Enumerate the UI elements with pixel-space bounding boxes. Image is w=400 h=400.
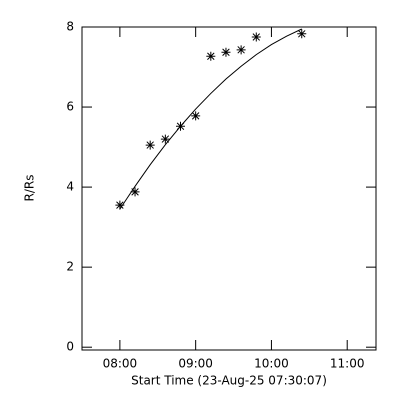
- x-tick-label: 08:00: [103, 357, 138, 371]
- data-point: [191, 111, 201, 121]
- x-tick-label: 09:00: [178, 357, 213, 371]
- y-tick-label: 0: [66, 340, 74, 354]
- y-tick-label: 6: [66, 100, 74, 114]
- y-tick-label: 4: [66, 180, 74, 194]
- y-axis-title: R/Rs: [23, 175, 37, 202]
- data-point: [130, 187, 140, 197]
- fit-line: [119, 28, 302, 210]
- y-tick-label: 2: [66, 260, 74, 274]
- data-point: [160, 134, 170, 144]
- y-tick-label: 8: [66, 20, 74, 34]
- data-point: [145, 140, 155, 150]
- data-point: [236, 45, 246, 55]
- x-axis-title: Start Time (23-Aug-25 07:30:07): [131, 374, 327, 388]
- data-point: [251, 32, 261, 42]
- x-tick-label: 11:00: [330, 357, 365, 371]
- data-point: [206, 51, 216, 61]
- data-point: [297, 29, 307, 39]
- plot-frame: [81, 26, 377, 351]
- data-point: [115, 200, 125, 210]
- data-point: [221, 47, 231, 57]
- x-tick-label: 10:00: [254, 357, 289, 371]
